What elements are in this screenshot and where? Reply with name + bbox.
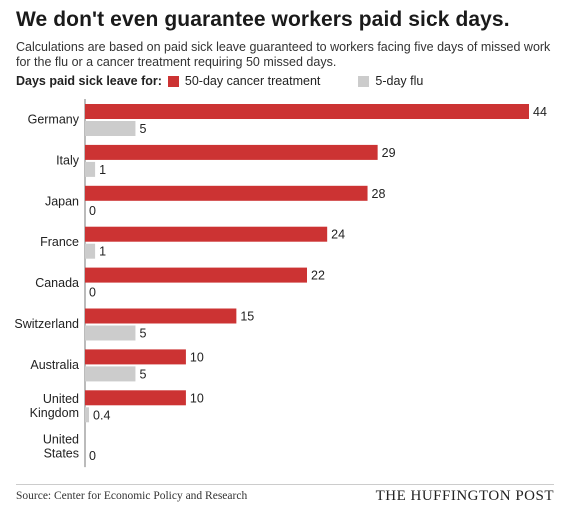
category-label: Germany — [28, 112, 80, 126]
source-note: Source: Center for Economic Policy and R… — [16, 490, 248, 502]
bar-cancer — [85, 390, 186, 406]
chart-subtitle: Calculations are based on paid sick leav… — [16, 40, 551, 69]
bar-flu — [85, 325, 136, 341]
bar-cancer — [85, 349, 186, 365]
data-label-cancer: 22 — [311, 269, 325, 283]
data-label-flu: 0.4 — [93, 408, 110, 422]
data-label-flu: 1 — [99, 245, 106, 259]
bar-flu — [85, 161, 96, 177]
bar-chart: Germany 44 5 Italy 29 1 Japan 28 0 France 24 1 Canad… — [14, 99, 547, 468]
data-label-flu: 5 — [139, 122, 146, 136]
bar-flu — [85, 407, 90, 423]
category-label-line: Germany — [28, 112, 80, 126]
legend: Days paid sick leave for: 50-day cancer … — [16, 74, 461, 88]
footer-divider — [16, 484, 554, 485]
bar-flu — [85, 243, 96, 259]
data-label-cancer: 10 — [190, 391, 204, 405]
chart-title: We don't even guarantee workers paid sic… — [16, 8, 510, 31]
category-label-line: States — [44, 447, 79, 461]
category-label-line: Japan — [45, 194, 79, 208]
category-label-line: Italy — [56, 153, 80, 167]
legend-item-cancer: 50-day cancer treatment — [167, 74, 321, 88]
category-label: France — [40, 235, 79, 249]
bar-cancer — [85, 185, 368, 201]
category-label-line: United — [43, 433, 79, 447]
category-label-line: Switzerland — [14, 317, 79, 331]
data-label-flu: 1 — [99, 163, 106, 177]
category-label-line: Kingdom — [30, 406, 79, 420]
bar-cancer — [85, 144, 378, 160]
bar-cancer — [85, 267, 307, 283]
category-label: United States — [43, 433, 79, 461]
data-label-flu: 0 — [89, 449, 96, 463]
category-label: Canada — [35, 276, 79, 290]
data-label-flu: 0 — [89, 286, 96, 300]
category-label: United Kingdom — [30, 392, 79, 420]
data-label-cancer: 29 — [382, 146, 396, 160]
bar-cancer — [85, 226, 328, 242]
category-label: Japan — [45, 194, 79, 208]
legend-swatch-cancer — [167, 75, 179, 87]
data-label-cancer: 10 — [190, 350, 204, 364]
bar-flu — [85, 366, 136, 382]
bar-cancer — [85, 104, 529, 119]
publisher-logo: THE HUFFINGTON POST — [375, 488, 554, 504]
legend-swatch-flu — [358, 75, 370, 87]
category-label-line: France — [40, 235, 79, 249]
category-label: Switzerland — [14, 317, 79, 331]
data-label-cancer: 24 — [331, 228, 345, 242]
data-label-cancer: 44 — [533, 105, 547, 119]
data-label-flu: 0 — [89, 204, 96, 218]
bar-cancer — [85, 308, 237, 324]
bar-flu — [85, 121, 136, 136]
category-label-line: Canada — [35, 276, 79, 290]
data-label-cancer: 28 — [372, 187, 386, 201]
category-label-line: Australia — [30, 358, 79, 372]
data-label-flu: 5 — [139, 367, 146, 381]
data-label-cancer: 15 — [240, 310, 254, 324]
legend-item-flu: 5-day flu — [358, 74, 423, 88]
category-label: Italy — [56, 153, 80, 167]
legend-label-flu: 5-day flu — [375, 74, 424, 88]
category-label-line: United — [43, 392, 79, 406]
legend-label-cancer: 50-day cancer treatment — [184, 74, 321, 88]
category-label: Australia — [30, 358, 79, 372]
data-label-flu: 5 — [139, 327, 146, 341]
legend-lead: Days paid sick leave for: — [16, 74, 162, 88]
